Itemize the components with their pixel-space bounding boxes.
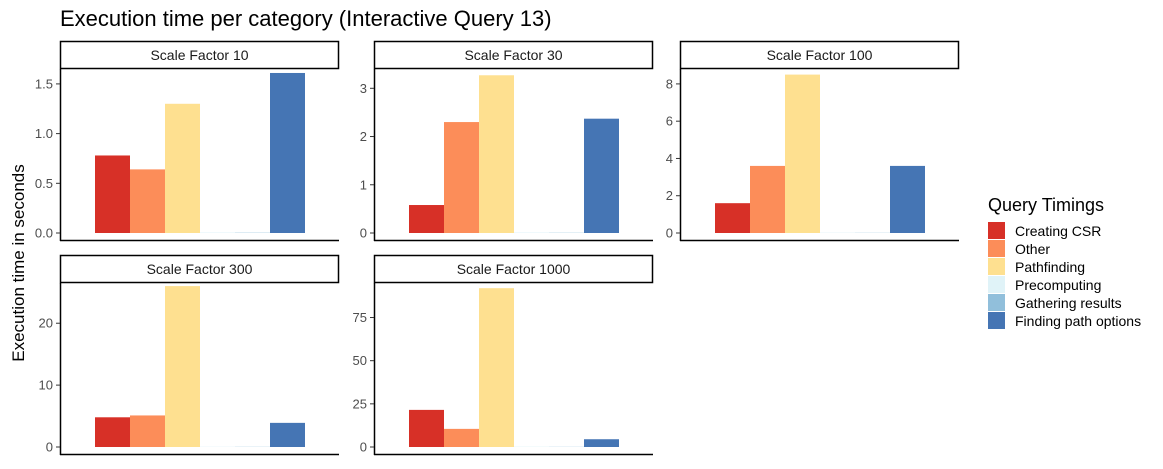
legend-item: Other bbox=[988, 240, 1050, 257]
facet-strip-label: Scale Factor 30 bbox=[464, 47, 562, 63]
legend-item: Gathering results bbox=[988, 294, 1122, 311]
y-tick-label: 2 bbox=[360, 129, 367, 144]
legend: Query Timings Creating CSR Other Pathfindi… bbox=[988, 195, 1141, 329]
y-tick-label: 0 bbox=[46, 440, 53, 455]
y-tick-label: 25 bbox=[353, 396, 367, 411]
legend-swatch bbox=[988, 276, 1005, 293]
y-tick-label: 50 bbox=[353, 353, 367, 368]
y-tick-label: 4 bbox=[666, 151, 673, 166]
y-tick-label: 0.5 bbox=[35, 176, 53, 191]
legend-title: Query Timings bbox=[988, 195, 1104, 215]
legend-swatch bbox=[988, 240, 1005, 257]
bar-other bbox=[750, 165, 785, 233]
bar-pathfinding bbox=[165, 103, 200, 234]
legend-item: Pathfinding bbox=[988, 258, 1085, 275]
bar-creating-csr bbox=[409, 409, 444, 447]
bar-creating-csr bbox=[409, 205, 444, 233]
facet-strip bbox=[59, 40, 340, 70]
facet-strip-label: Scale Factor 10 bbox=[150, 47, 248, 63]
bar-creating-csr bbox=[715, 203, 750, 233]
facet-panel: Scale Factor 10 0.0 0.5 1.0 1.5 bbox=[35, 40, 340, 242]
legend-items: Creating CSR Other Pathfinding Precomputing… bbox=[988, 222, 1141, 329]
bar-other bbox=[130, 169, 165, 233]
y-tick-label: 0 bbox=[666, 226, 673, 241]
facet-strip bbox=[59, 254, 340, 284]
facet-panel: Scale Factor 1000 0 25 50 75 bbox=[353, 254, 654, 456]
legend-swatch bbox=[988, 294, 1005, 311]
legend-label: Pathfinding bbox=[1015, 259, 1085, 275]
facet-panel: Scale Factor 300 0 10 20 bbox=[39, 254, 340, 456]
y-tick-label: 0 bbox=[360, 226, 367, 241]
legend-label: Precomputing bbox=[1015, 277, 1101, 293]
y-tick-label: 20 bbox=[39, 316, 53, 331]
y-tick-label: 2 bbox=[666, 188, 673, 203]
bar-pathfinding bbox=[785, 74, 820, 233]
bar-finding-path-options bbox=[584, 118, 619, 233]
facet-strip bbox=[373, 254, 654, 284]
legend-swatch bbox=[988, 258, 1005, 275]
bar-other bbox=[444, 122, 479, 233]
legend-label: Finding path options bbox=[1015, 313, 1141, 329]
bar-pathfinding bbox=[479, 288, 514, 447]
y-tick-label: 1 bbox=[360, 177, 367, 192]
legend-label: Gathering results bbox=[1015, 295, 1122, 311]
bar-other bbox=[130, 415, 165, 447]
y-tick-label: 8 bbox=[666, 76, 673, 91]
legend-item: Creating CSR bbox=[988, 222, 1101, 239]
facet-strip-label: Scale Factor 300 bbox=[147, 261, 253, 277]
y-tick-label: 3 bbox=[360, 81, 367, 96]
legend-item: Finding path options bbox=[988, 312, 1141, 329]
bar-pathfinding bbox=[165, 286, 200, 447]
bar-creating-csr bbox=[95, 155, 130, 233]
facet-strip bbox=[679, 40, 960, 70]
legend-swatch bbox=[988, 312, 1005, 329]
facet-strip bbox=[373, 40, 654, 70]
facet-panel: Scale Factor 100 0 2 4 6 8 bbox=[666, 40, 960, 242]
y-tick-label: 1.5 bbox=[35, 76, 53, 91]
legend-swatch bbox=[988, 222, 1005, 239]
y-tick-label: 10 bbox=[39, 378, 53, 393]
facet-strip-label: Scale Factor 100 bbox=[767, 47, 873, 63]
bar-finding-path-options bbox=[270, 422, 305, 447]
y-tick-label: 1.0 bbox=[35, 126, 53, 141]
facet-panel: Scale Factor 30 0 1 2 3 bbox=[360, 40, 654, 242]
bar-finding-path-options bbox=[584, 439, 619, 447]
facet-strip-label: Scale Factor 1000 bbox=[457, 261, 571, 277]
bar-finding-path-options bbox=[890, 165, 925, 233]
bar-finding-path-options bbox=[270, 72, 305, 233]
y-tick-label: 0 bbox=[360, 440, 367, 455]
bar-creating-csr bbox=[95, 417, 130, 447]
legend-label: Creating CSR bbox=[1015, 223, 1101, 239]
legend-item: Precomputing bbox=[988, 276, 1101, 293]
y-axis-label: Execution time in seconds bbox=[9, 164, 28, 362]
bar-other bbox=[444, 428, 479, 447]
chart-title: Execution time per category (Interactive… bbox=[60, 6, 552, 31]
legend-label: Other bbox=[1015, 241, 1050, 257]
y-tick-label: 0.0 bbox=[35, 226, 53, 241]
bar-pathfinding bbox=[479, 75, 514, 233]
y-tick-label: 6 bbox=[666, 114, 673, 129]
y-tick-label: 75 bbox=[353, 310, 367, 325]
